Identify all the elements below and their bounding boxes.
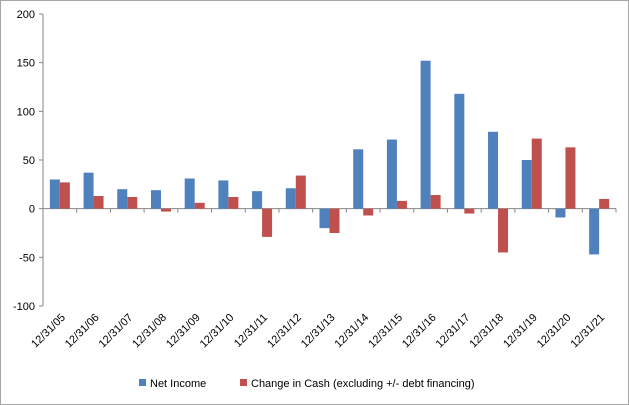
y-tick-label: 50 bbox=[23, 155, 35, 167]
bars bbox=[49, 60, 610, 255]
legend-label-net-income: Net Income bbox=[150, 378, 206, 390]
bar-change-in-cash bbox=[363, 208, 374, 216]
y-tick-label: 200 bbox=[17, 9, 35, 21]
x-tick-label: 12/31/11 bbox=[232, 312, 270, 350]
bar-change-in-cash bbox=[228, 196, 239, 209]
bar-net-income bbox=[319, 208, 330, 229]
bar-change-in-cash bbox=[430, 195, 441, 209]
legend-swatch-change-in-cash bbox=[240, 379, 247, 386]
bar-change-in-cash bbox=[59, 182, 70, 209]
bar-net-income bbox=[184, 178, 195, 209]
bar-net-income bbox=[252, 191, 263, 209]
bar-change-in-cash bbox=[531, 138, 542, 209]
bar-net-income bbox=[521, 160, 532, 209]
x-tick-label: 12/31/17 bbox=[434, 312, 473, 351]
x-tick-label: 12/31/21 bbox=[568, 312, 607, 351]
x-tick-label: 12/31/06 bbox=[63, 312, 102, 351]
bar-change-in-cash bbox=[464, 208, 475, 214]
bar-change-in-cash bbox=[262, 208, 273, 237]
bar-change-in-cash bbox=[127, 196, 138, 209]
x-tick-label: 12/31/07 bbox=[97, 312, 136, 351]
x-tick-label: 12/31/12 bbox=[265, 312, 304, 351]
bar-change-in-cash bbox=[599, 198, 610, 209]
x-tick-labels: 12/31/0512/31/0612/31/0712/31/0812/31/09… bbox=[29, 312, 607, 351]
x-tick-label: 12/31/18 bbox=[467, 312, 506, 351]
bar-net-income bbox=[83, 172, 94, 209]
x-tick-label: 12/31/20 bbox=[535, 312, 574, 351]
bar-net-income bbox=[386, 139, 397, 209]
legend-swatch-net-income bbox=[139, 379, 146, 386]
x-tick-label: 12/31/05 bbox=[29, 312, 68, 351]
x-tick-label: 12/31/16 bbox=[400, 312, 439, 351]
x-tick-label: 12/31/10 bbox=[198, 312, 237, 351]
y-tick-labels: -100 -50 0 50 100 150 200 bbox=[13, 9, 35, 313]
bar-change-in-cash bbox=[565, 147, 576, 209]
bar-net-income bbox=[488, 131, 499, 209]
y-tick-label: -100 bbox=[13, 301, 35, 313]
bar-net-income bbox=[555, 208, 566, 218]
bar-net-income bbox=[420, 60, 431, 209]
y-tick-label: 150 bbox=[17, 58, 35, 70]
bar-net-income bbox=[589, 208, 600, 255]
bar-change-in-cash bbox=[160, 208, 171, 212]
bar-change-in-cash bbox=[194, 202, 205, 209]
y-tick-label: 0 bbox=[29, 204, 35, 216]
bar-net-income bbox=[150, 190, 161, 209]
bar-net-income bbox=[353, 149, 364, 209]
x-tick-label: 12/31/14 bbox=[333, 312, 372, 351]
y-tick-label: -50 bbox=[19, 252, 35, 264]
x-tick-label: 12/31/08 bbox=[130, 312, 169, 351]
legend: Net Income Change in Cash (excluding +/-… bbox=[139, 378, 475, 390]
bar-change-in-cash bbox=[498, 208, 509, 253]
x-tick-label: 12/31/13 bbox=[299, 312, 338, 351]
bar-change-in-cash bbox=[295, 175, 306, 209]
y-tick-label: 100 bbox=[17, 106, 35, 118]
bar-change-in-cash bbox=[329, 208, 340, 233]
legend-label-change-in-cash: Change in Cash (excluding +/- debt finan… bbox=[251, 378, 475, 390]
bar-net-income bbox=[285, 188, 296, 209]
bar-net-income bbox=[117, 189, 128, 209]
bar-net-income bbox=[49, 179, 60, 209]
bar-change-in-cash bbox=[93, 196, 104, 209]
x-tick-label: 12/31/15 bbox=[366, 312, 405, 351]
x-tick-label: 12/31/19 bbox=[501, 312, 540, 351]
x-tick-label: 12/31/09 bbox=[164, 312, 203, 351]
bar-change-in-cash bbox=[396, 200, 407, 209]
bar-net-income bbox=[454, 93, 465, 209]
bar-net-income bbox=[218, 180, 229, 209]
